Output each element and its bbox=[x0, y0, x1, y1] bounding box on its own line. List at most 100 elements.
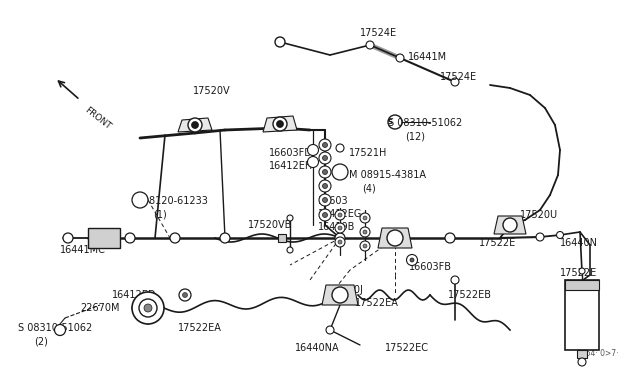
Circle shape bbox=[191, 122, 198, 128]
Circle shape bbox=[557, 231, 563, 238]
Text: 16419B: 16419B bbox=[318, 222, 355, 232]
Bar bbox=[278, 234, 286, 242]
Circle shape bbox=[170, 233, 180, 243]
Text: 16440NA: 16440NA bbox=[295, 343, 340, 353]
Circle shape bbox=[323, 142, 328, 148]
Circle shape bbox=[319, 139, 331, 151]
Bar bbox=[577, 350, 587, 358]
Circle shape bbox=[323, 155, 328, 160]
Text: (12): (12) bbox=[405, 131, 425, 141]
Circle shape bbox=[273, 117, 287, 131]
Circle shape bbox=[335, 237, 345, 247]
Text: FRONT: FRONT bbox=[83, 105, 113, 131]
Text: (1): (1) bbox=[153, 209, 167, 219]
Text: 17524E: 17524E bbox=[440, 72, 477, 82]
Circle shape bbox=[332, 287, 348, 303]
Text: 16603FB: 16603FB bbox=[409, 262, 452, 272]
Text: 17522EA: 17522EA bbox=[355, 298, 399, 308]
Circle shape bbox=[366, 41, 374, 49]
Circle shape bbox=[125, 233, 135, 243]
Circle shape bbox=[338, 226, 342, 230]
Circle shape bbox=[360, 227, 370, 237]
Text: 17524E: 17524E bbox=[360, 28, 397, 38]
Text: 17520U: 17520U bbox=[520, 210, 558, 220]
Text: 17520V: 17520V bbox=[193, 86, 230, 96]
Bar bbox=[565, 280, 599, 290]
Circle shape bbox=[451, 78, 459, 86]
Bar bbox=[88, 228, 120, 248]
Text: 16441M: 16441M bbox=[408, 52, 447, 62]
Circle shape bbox=[445, 233, 455, 243]
Text: B 08120-61233: B 08120-61233 bbox=[133, 196, 208, 206]
Text: B: B bbox=[138, 197, 143, 203]
Text: S 08310-51062: S 08310-51062 bbox=[388, 118, 462, 128]
Circle shape bbox=[336, 144, 344, 152]
Circle shape bbox=[144, 304, 152, 312]
Text: 17521H: 17521H bbox=[349, 148, 387, 158]
Text: 17522E: 17522E bbox=[479, 238, 516, 248]
Circle shape bbox=[188, 118, 202, 132]
Text: A·64· 0>7·: A·64· 0>7· bbox=[577, 349, 618, 358]
Circle shape bbox=[323, 212, 328, 218]
Polygon shape bbox=[263, 116, 297, 132]
Text: 16412EH: 16412EH bbox=[269, 161, 313, 171]
Bar bbox=[565, 280, 599, 350]
Circle shape bbox=[338, 213, 342, 217]
Circle shape bbox=[275, 37, 285, 47]
Text: 17520VB: 17520VB bbox=[248, 220, 292, 230]
Circle shape bbox=[396, 54, 404, 62]
Text: M 08915-4381A: M 08915-4381A bbox=[349, 170, 426, 180]
Text: 17522EB: 17522EB bbox=[448, 290, 492, 300]
Text: S 08310-51062: S 08310-51062 bbox=[18, 323, 92, 333]
Circle shape bbox=[319, 180, 331, 192]
Circle shape bbox=[326, 326, 334, 334]
Circle shape bbox=[335, 223, 345, 233]
Circle shape bbox=[451, 276, 459, 284]
Circle shape bbox=[335, 233, 345, 243]
Circle shape bbox=[139, 299, 157, 317]
Circle shape bbox=[323, 198, 328, 202]
Circle shape bbox=[363, 216, 367, 220]
Circle shape bbox=[287, 247, 293, 253]
Text: 16603FD: 16603FD bbox=[269, 148, 313, 158]
Circle shape bbox=[360, 213, 370, 223]
Circle shape bbox=[579, 268, 585, 274]
Text: 16400: 16400 bbox=[570, 286, 600, 296]
Polygon shape bbox=[178, 118, 212, 132]
Circle shape bbox=[363, 230, 367, 234]
Circle shape bbox=[536, 233, 544, 241]
Polygon shape bbox=[494, 216, 526, 234]
Text: 17522EA: 17522EA bbox=[178, 323, 222, 333]
Text: 16412ED: 16412ED bbox=[112, 290, 157, 300]
Circle shape bbox=[338, 240, 342, 244]
Text: 16441MC: 16441MC bbox=[60, 245, 106, 255]
Circle shape bbox=[63, 233, 73, 243]
Text: 22670M: 22670M bbox=[80, 303, 120, 313]
Circle shape bbox=[319, 194, 331, 206]
Circle shape bbox=[503, 218, 517, 232]
Circle shape bbox=[276, 121, 284, 128]
Circle shape bbox=[406, 254, 417, 266]
Circle shape bbox=[54, 324, 65, 336]
Text: M: M bbox=[337, 169, 344, 175]
Circle shape bbox=[182, 292, 188, 298]
Circle shape bbox=[319, 152, 331, 164]
Circle shape bbox=[323, 183, 328, 189]
Circle shape bbox=[360, 241, 370, 251]
Circle shape bbox=[132, 192, 148, 208]
Text: 17520J: 17520J bbox=[330, 285, 364, 295]
Circle shape bbox=[335, 210, 345, 220]
Circle shape bbox=[287, 215, 293, 221]
Text: 16412EG: 16412EG bbox=[318, 209, 362, 219]
Circle shape bbox=[363, 244, 367, 248]
Circle shape bbox=[410, 258, 414, 262]
Text: (2): (2) bbox=[34, 336, 48, 346]
Polygon shape bbox=[322, 285, 358, 305]
Circle shape bbox=[390, 233, 400, 243]
Circle shape bbox=[319, 209, 331, 221]
Circle shape bbox=[323, 170, 328, 174]
Circle shape bbox=[578, 358, 586, 366]
Circle shape bbox=[319, 166, 331, 178]
Text: 16603: 16603 bbox=[318, 196, 349, 206]
Polygon shape bbox=[378, 228, 412, 248]
